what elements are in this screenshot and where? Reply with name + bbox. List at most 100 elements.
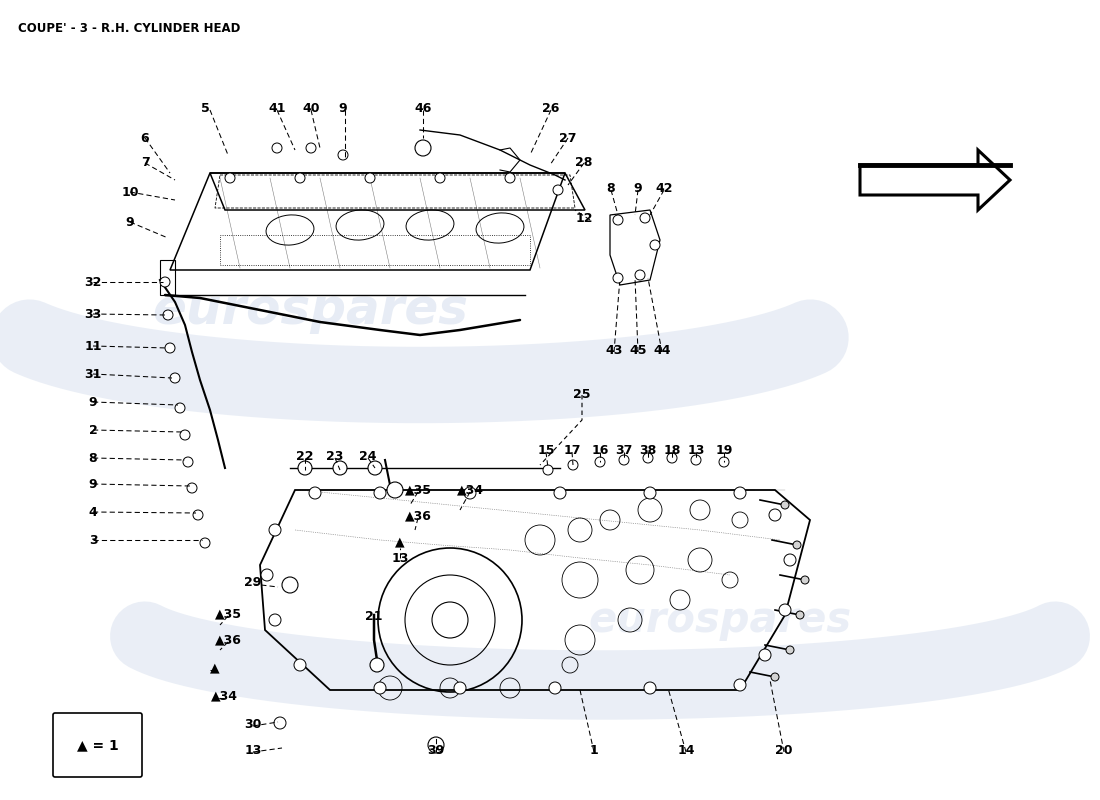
- Text: 19: 19: [715, 443, 733, 457]
- Circle shape: [175, 403, 185, 413]
- Circle shape: [644, 453, 653, 463]
- Circle shape: [613, 273, 623, 283]
- Circle shape: [793, 541, 801, 549]
- Text: ▲35: ▲35: [405, 483, 431, 497]
- Circle shape: [650, 240, 660, 250]
- Text: 43: 43: [605, 343, 623, 357]
- Circle shape: [781, 501, 789, 509]
- Text: 33: 33: [85, 307, 101, 321]
- Text: 15: 15: [537, 443, 554, 457]
- Text: 8: 8: [607, 182, 615, 194]
- Text: 9: 9: [339, 102, 348, 114]
- Circle shape: [365, 173, 375, 183]
- Circle shape: [691, 455, 701, 465]
- Text: 41: 41: [268, 102, 286, 114]
- Text: 10: 10: [121, 186, 139, 198]
- Text: 17: 17: [563, 443, 581, 457]
- Text: 4: 4: [89, 506, 98, 518]
- Circle shape: [272, 143, 282, 153]
- Text: ▲36: ▲36: [214, 634, 241, 646]
- Text: 24: 24: [360, 450, 376, 462]
- Circle shape: [183, 457, 192, 467]
- Circle shape: [192, 510, 204, 520]
- Circle shape: [554, 487, 566, 499]
- Circle shape: [635, 270, 645, 280]
- Circle shape: [387, 482, 403, 498]
- Text: 28: 28: [575, 157, 593, 170]
- Text: 5: 5: [200, 102, 209, 114]
- Circle shape: [464, 487, 476, 499]
- Text: ▲35: ▲35: [214, 607, 242, 621]
- Circle shape: [549, 682, 561, 694]
- Text: 20: 20: [776, 743, 793, 757]
- Text: 42: 42: [656, 182, 673, 194]
- Text: 6: 6: [141, 131, 150, 145]
- Circle shape: [294, 659, 306, 671]
- Text: 9: 9: [89, 395, 97, 409]
- Text: 37: 37: [615, 443, 632, 457]
- Text: 18: 18: [663, 443, 681, 457]
- Circle shape: [434, 173, 446, 183]
- Text: ▲34: ▲34: [456, 483, 484, 497]
- Text: ▲36: ▲36: [405, 510, 431, 522]
- Text: eurospares: eurospares: [588, 599, 851, 641]
- Circle shape: [415, 140, 431, 156]
- Circle shape: [428, 737, 444, 753]
- Text: 9: 9: [125, 215, 134, 229]
- Circle shape: [187, 483, 197, 493]
- Circle shape: [568, 460, 578, 470]
- Circle shape: [619, 455, 629, 465]
- Text: 32: 32: [85, 275, 101, 289]
- Circle shape: [719, 457, 729, 467]
- Circle shape: [163, 310, 173, 320]
- Text: 1: 1: [590, 743, 598, 757]
- Circle shape: [771, 673, 779, 681]
- Circle shape: [454, 682, 466, 694]
- Circle shape: [295, 173, 305, 183]
- Text: 11: 11: [85, 339, 101, 353]
- Circle shape: [160, 277, 170, 287]
- Circle shape: [779, 604, 791, 616]
- Text: 26: 26: [542, 102, 560, 114]
- Circle shape: [543, 465, 553, 475]
- Circle shape: [165, 343, 175, 353]
- Circle shape: [667, 453, 676, 463]
- Text: 9: 9: [634, 182, 642, 194]
- Text: 44: 44: [653, 343, 671, 357]
- Circle shape: [644, 682, 656, 694]
- Circle shape: [769, 509, 781, 521]
- Circle shape: [270, 614, 280, 626]
- Circle shape: [298, 461, 312, 475]
- Text: 27: 27: [559, 131, 576, 145]
- Text: 39: 39: [428, 743, 444, 757]
- Circle shape: [374, 682, 386, 694]
- Circle shape: [613, 215, 623, 225]
- Circle shape: [282, 577, 298, 593]
- Circle shape: [306, 143, 316, 153]
- Text: 13: 13: [392, 551, 409, 565]
- Text: 16: 16: [592, 443, 608, 457]
- Circle shape: [309, 487, 321, 499]
- Text: 21: 21: [365, 610, 383, 622]
- Text: ▲: ▲: [210, 662, 220, 674]
- Circle shape: [786, 646, 794, 654]
- Text: 13: 13: [244, 743, 262, 757]
- Text: 7: 7: [141, 157, 150, 170]
- Circle shape: [505, 173, 515, 183]
- Circle shape: [734, 487, 746, 499]
- Circle shape: [333, 461, 346, 475]
- Circle shape: [796, 611, 804, 619]
- Text: 45: 45: [629, 343, 647, 357]
- Text: 29: 29: [244, 575, 262, 589]
- Circle shape: [640, 213, 650, 223]
- Text: 3: 3: [89, 534, 97, 546]
- Circle shape: [170, 373, 180, 383]
- Text: 13: 13: [688, 443, 705, 457]
- Circle shape: [180, 430, 190, 440]
- Circle shape: [270, 524, 280, 536]
- Text: 12: 12: [575, 211, 593, 225]
- Text: ▲ = 1: ▲ = 1: [77, 738, 119, 752]
- Text: 46: 46: [415, 102, 431, 114]
- Text: 23: 23: [327, 450, 343, 462]
- Text: 30: 30: [244, 718, 262, 730]
